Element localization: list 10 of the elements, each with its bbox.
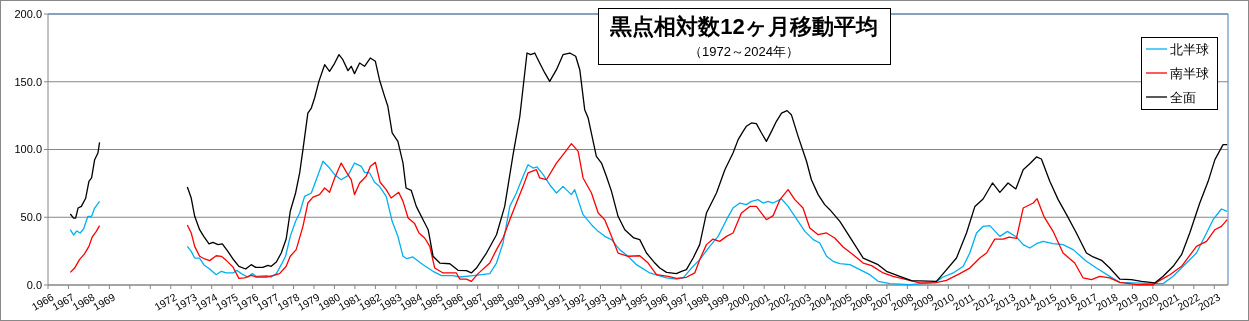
- legend-label: 南半球: [1170, 65, 1209, 81]
- y-tick-label: 150.0: [14, 75, 42, 88]
- legend-label: 北半球: [1170, 41, 1209, 57]
- y-tick-label: 0.0: [26, 278, 42, 291]
- chart-title: 黒点相対数12ヶ月移動平均: [609, 14, 878, 39]
- y-tick-label: 50.0: [20, 211, 42, 224]
- text: （1972～2024年）: [689, 44, 799, 59]
- legend-label: 全面: [1170, 89, 1196, 105]
- y-tick-label: 100.0: [14, 143, 42, 156]
- y-tick-label: 200.0: [14, 7, 42, 20]
